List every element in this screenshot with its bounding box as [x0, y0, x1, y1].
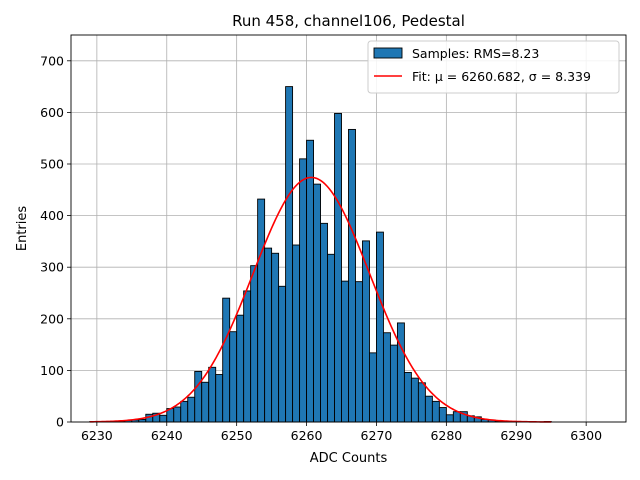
histogram-bar — [320, 222, 328, 423]
histogram-bar — [222, 297, 231, 423]
histogram-bar — [410, 377, 419, 423]
histogram-bar — [264, 247, 273, 423]
histogram-bar — [362, 240, 370, 423]
histogram-bar — [431, 400, 440, 423]
axis-ticks: 6230 6240 6250 6260 6270 6280 6290 6300 0 100 200 3… — [40, 53, 602, 443]
x-tick-label: 6240 — [151, 428, 183, 443]
legend-histogram-swatch — [373, 47, 403, 59]
histogram-bar — [313, 183, 321, 423]
histogram-bar — [376, 231, 384, 423]
histogram-bar — [424, 395, 433, 423]
histogram-bar — [194, 370, 203, 423]
histogram-bars — [89, 86, 552, 423]
histogram-bar — [403, 372, 412, 423]
x-tick-label: 6260 — [291, 428, 323, 443]
histogram-bar — [215, 374, 224, 423]
histogram-bar — [299, 158, 308, 423]
histogram-bar — [257, 198, 266, 423]
histogram-bar — [334, 112, 342, 423]
histogram-bar — [438, 407, 447, 423]
y-tick-label: 100 — [40, 363, 64, 378]
histogram-bar — [341, 280, 349, 423]
histogram-bar — [382, 332, 391, 423]
histogram-bar — [201, 381, 210, 423]
histogram-bar — [285, 86, 294, 423]
histogram-bar — [243, 290, 252, 423]
histogram-bar — [229, 331, 238, 423]
legend-fit-label: Fit: μ = 6260.682, σ = 8.339 — [412, 69, 591, 84]
x-axis-label: ADC Counts — [310, 451, 388, 466]
histogram-bar — [173, 406, 182, 423]
histogram-bar — [389, 344, 398, 423]
histogram-bar — [250, 265, 259, 423]
x-tick-label: 6280 — [430, 428, 462, 443]
legend: Samples: RMS=8.23 Fit: μ = 6260.682, σ =… — [367, 40, 620, 94]
histogram-bar — [208, 366, 217, 423]
histogram-bar — [159, 414, 168, 423]
histogram-bar — [306, 139, 315, 423]
y-axis-label: Entries — [15, 206, 30, 252]
histogram-bar — [271, 252, 280, 423]
gaussian-fit-curve — [89, 176, 552, 423]
histogram-bar — [355, 281, 363, 423]
histogram-bar — [187, 396, 196, 423]
histogram-bar — [236, 314, 245, 423]
histogram-bar — [327, 253, 335, 423]
y-tick-label: 600 — [40, 105, 64, 120]
axes-frame — [70, 34, 627, 423]
legend-box — [367, 40, 620, 94]
y-tick-label: 400 — [40, 208, 64, 223]
histogram-bar — [278, 285, 287, 423]
histogram-bar — [396, 322, 405, 423]
y-tick-label: 0 — [56, 415, 64, 430]
legend-histogram-label: Samples: RMS=8.23 — [412, 46, 539, 61]
x-tick-label: 6300 — [570, 428, 602, 443]
y-tick-label: 700 — [40, 53, 64, 68]
x-tick-label: 6250 — [221, 428, 253, 443]
x-tick-label: 6270 — [361, 428, 393, 443]
histogram-bar — [452, 411, 461, 423]
histogram-bar — [180, 400, 189, 423]
histogram-bar — [417, 382, 426, 423]
histogram-bar — [292, 244, 301, 423]
chart-title: Run 458, channel106, Pedestal — [232, 12, 465, 30]
y-tick-label: 200 — [40, 311, 64, 326]
x-tick-label: 6230 — [81, 428, 113, 443]
y-tick-label: 500 — [40, 157, 64, 172]
y-tick-label: 300 — [40, 260, 64, 275]
histogram-bar — [348, 128, 356, 423]
x-tick-label: 6290 — [500, 428, 532, 443]
histogram-bar — [369, 352, 377, 423]
histogram-bar — [445, 414, 454, 423]
